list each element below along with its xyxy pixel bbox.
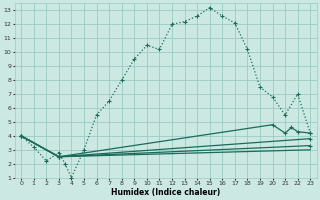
X-axis label: Humidex (Indice chaleur): Humidex (Indice chaleur) bbox=[111, 188, 220, 197]
